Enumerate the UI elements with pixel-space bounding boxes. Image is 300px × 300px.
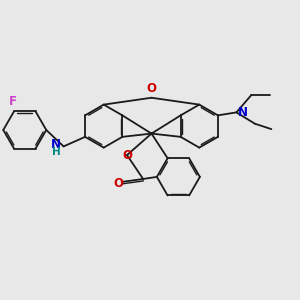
Text: O: O <box>113 177 123 190</box>
Text: N: N <box>51 138 61 151</box>
Text: O: O <box>122 148 132 162</box>
Text: O: O <box>146 82 157 95</box>
Text: N: N <box>238 106 248 119</box>
Text: F: F <box>8 95 16 108</box>
Text: H: H <box>52 147 61 158</box>
